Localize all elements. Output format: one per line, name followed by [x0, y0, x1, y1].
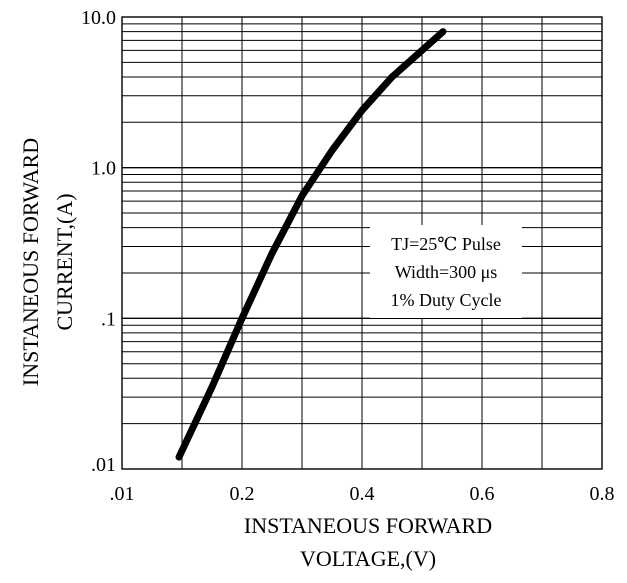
y-tick-label: .01: [91, 454, 116, 476]
grid: [122, 17, 602, 469]
x-axis-title-line-1: INSTANEOUS FORWARD: [244, 513, 492, 538]
x-tick-label: 0.6: [470, 483, 495, 505]
tick-labels: .01 .1 1.0 10.0 .01 0.2 0.4 0.6 0.8: [81, 7, 615, 505]
y-tick-label: 10.0: [81, 7, 116, 29]
y-axis-title-line-1: INSTANEOUS FORWARD: [18, 138, 43, 386]
y-tick-label: .1: [101, 308, 116, 330]
y-axis-title-line-2: CURRENT,(A): [52, 193, 77, 330]
x-axis-title-line-2: VOLTAGE,(V): [300, 546, 436, 571]
condition-note: TJ=25℃ Pulse Width=300 μs 1% Duty Cycle: [370, 225, 522, 318]
x-tick-label: 0.4: [350, 483, 375, 505]
x-tick-label: 0.2: [230, 483, 255, 505]
condition-note-line-1: TJ=25℃ Pulse: [391, 234, 501, 254]
x-tick-label: .01: [110, 483, 135, 505]
y-tick-label: 1.0: [91, 158, 116, 180]
condition-note-line-2: Width=300 μs: [395, 262, 498, 282]
condition-note-line-3: 1% Duty Cycle: [391, 290, 502, 310]
x-tick-label: 0.8: [590, 483, 615, 505]
